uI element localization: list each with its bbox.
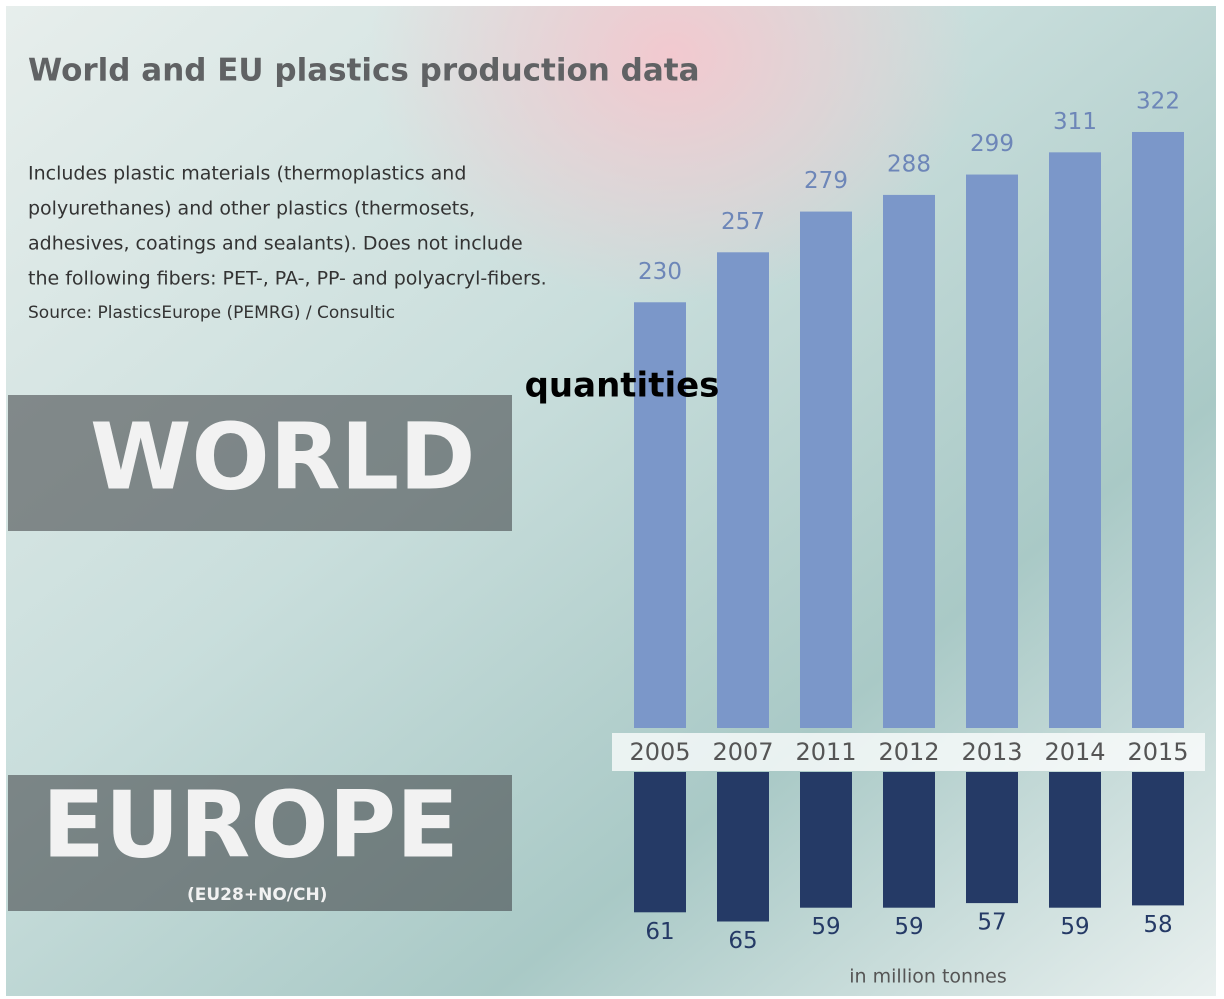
value-label: 230 <box>638 259 682 285</box>
bar <box>966 174 1018 728</box>
x-tick-label: 2015 <box>1127 738 1188 766</box>
x-tick-label: 2012 <box>878 738 939 766</box>
value-label: 59 <box>1060 914 1089 940</box>
description-line: adhesives, coatings and sealants). Does … <box>28 233 523 255</box>
value-label: 59 <box>811 914 840 940</box>
bar <box>717 252 769 728</box>
bar <box>800 772 852 908</box>
bar <box>800 211 852 729</box>
bar <box>966 772 1018 904</box>
value-label: 59 <box>894 914 923 940</box>
x-tick-label: 2013 <box>961 738 1022 766</box>
value-label: 58 <box>1143 912 1172 938</box>
europe-label: EUROPE <box>42 771 459 878</box>
world-label: WORLD <box>90 403 476 510</box>
x-tick-label: 2007 <box>712 738 773 766</box>
annotation: quantities <box>525 366 720 406</box>
x-tick-label: 2014 <box>1044 738 1105 766</box>
value-label: 57 <box>977 910 1006 936</box>
value-label: 288 <box>887 151 931 177</box>
bar <box>717 772 769 922</box>
bar <box>883 194 935 729</box>
x-tick-label: 2005 <box>629 738 690 766</box>
bar <box>1049 772 1101 908</box>
value-label: 322 <box>1136 88 1180 114</box>
bar <box>634 772 686 913</box>
chart-title: World and EU plastics production data <box>28 53 700 89</box>
bar <box>634 302 686 728</box>
europe-note: (EU28+NO/CH) <box>187 885 327 905</box>
description-line: Includes plastic materials (thermoplasti… <box>28 163 466 185</box>
bar <box>1049 152 1101 729</box>
source: Source: PlasticsEurope (PEMRG) / Consult… <box>28 303 395 323</box>
bar <box>1132 131 1184 728</box>
value-label: 279 <box>804 168 848 194</box>
world-band <box>8 395 512 531</box>
value-label: 61 <box>645 919 674 945</box>
bar <box>1132 772 1184 906</box>
value-label: 257 <box>721 209 765 235</box>
unit-label: in million tonnes <box>849 966 1006 988</box>
x-tick-label: 2011 <box>795 738 856 766</box>
year-band <box>612 733 1205 771</box>
europe-band <box>8 775 512 911</box>
description-line: polyurethanes) and other plastics (therm… <box>28 198 475 220</box>
value-label: 299 <box>970 131 1014 157</box>
value-label: 311 <box>1053 109 1097 135</box>
bar <box>883 772 935 908</box>
description-line: the following fibers: PET-, PA-, PP- and… <box>28 268 547 290</box>
value-label: 65 <box>728 928 757 954</box>
